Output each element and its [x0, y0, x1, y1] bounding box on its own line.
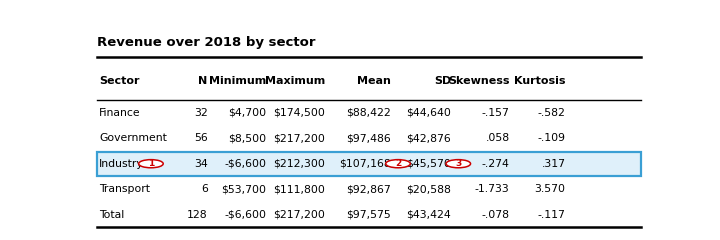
Text: $53,700: $53,700 [221, 184, 266, 194]
Text: Transport: Transport [99, 184, 150, 194]
Text: Government: Government [99, 133, 167, 143]
Text: .317: .317 [541, 159, 565, 169]
FancyBboxPatch shape [96, 151, 642, 175]
Circle shape [139, 160, 163, 168]
Text: -.078: -.078 [482, 210, 510, 220]
Text: SD: SD [433, 76, 451, 85]
Text: $111,800: $111,800 [273, 184, 325, 194]
Text: 3: 3 [455, 159, 462, 168]
Text: $107,168: $107,168 [339, 159, 391, 169]
Circle shape [446, 160, 471, 168]
Text: Total: Total [99, 210, 124, 220]
Text: Maximum: Maximum [265, 76, 325, 85]
Text: Minimum: Minimum [209, 76, 266, 85]
Text: $88,422: $88,422 [346, 108, 391, 118]
Text: $44,640: $44,640 [406, 108, 451, 118]
Text: $45,570: $45,570 [406, 159, 451, 169]
Text: $97,575: $97,575 [346, 210, 391, 220]
Text: -$6,600: -$6,600 [225, 159, 266, 169]
Text: -1.733: -1.733 [475, 184, 510, 194]
Text: .058: .058 [485, 133, 510, 143]
Text: $8,500: $8,500 [228, 133, 266, 143]
Text: -.157: -.157 [482, 108, 510, 118]
Text: $97,486: $97,486 [346, 133, 391, 143]
Text: 34: 34 [194, 159, 208, 169]
Text: -.109: -.109 [537, 133, 565, 143]
Text: Skewness: Skewness [448, 76, 510, 85]
Text: -$6,600: -$6,600 [225, 210, 266, 220]
Text: Finance: Finance [99, 108, 140, 118]
Text: $4,700: $4,700 [228, 108, 266, 118]
Text: Kurtosis: Kurtosis [514, 76, 565, 85]
Text: $217,200: $217,200 [273, 210, 325, 220]
Text: 128: 128 [187, 210, 208, 220]
Text: $43,424: $43,424 [406, 210, 451, 220]
Text: -.274: -.274 [482, 159, 510, 169]
Text: N: N [199, 76, 208, 85]
Text: 6: 6 [201, 184, 208, 194]
Text: $92,867: $92,867 [346, 184, 391, 194]
Circle shape [386, 160, 410, 168]
Text: 56: 56 [194, 133, 208, 143]
Text: 1: 1 [148, 159, 154, 168]
Text: 3.570: 3.570 [534, 184, 565, 194]
Text: 2: 2 [395, 159, 401, 168]
Text: Sector: Sector [99, 76, 140, 85]
Text: $20,588: $20,588 [406, 184, 451, 194]
Text: $212,300: $212,300 [273, 159, 325, 169]
Text: 32: 32 [194, 108, 208, 118]
Text: Revenue over 2018 by sector: Revenue over 2018 by sector [96, 36, 315, 49]
Text: $42,876: $42,876 [406, 133, 451, 143]
Text: $217,200: $217,200 [273, 133, 325, 143]
Text: Industry: Industry [99, 159, 144, 169]
Text: Mean: Mean [357, 76, 391, 85]
Text: -.117: -.117 [538, 210, 565, 220]
Text: $174,500: $174,500 [273, 108, 325, 118]
Text: -.582: -.582 [538, 108, 565, 118]
